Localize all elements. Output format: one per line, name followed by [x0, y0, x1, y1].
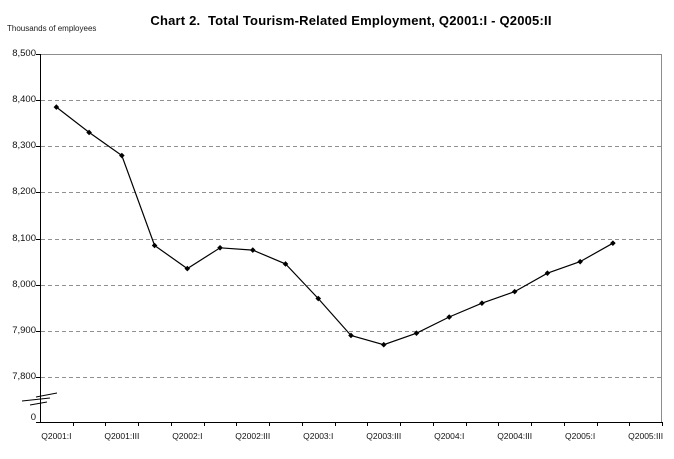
y-axis-tick-label: 8,000	[12, 279, 36, 290]
y-axis-tick-label: 8,400	[12, 94, 36, 105]
x-axis-tick-label: Q2002:III	[235, 431, 271, 441]
y-axis-tick-label: 7,800	[12, 371, 36, 382]
x-axis-tick-label: Q2002:I	[172, 431, 203, 441]
y-axis-tick-label: 8,500	[12, 48, 36, 59]
y-axis-tick-label: 7,900	[12, 325, 36, 336]
y-axis-tick-label: 8,100	[12, 233, 36, 244]
x-axis-tick-label: Q2003:III	[366, 431, 402, 441]
plot-area	[40, 54, 662, 422]
x-axis-tick-label: Q2003:I	[303, 431, 334, 441]
x-axis-tick-label: Q2004:III	[497, 431, 533, 441]
chart-title: Chart 2. Total Tourism-Related Employmen…	[150, 13, 552, 28]
x-axis-tick-label: Q2001:III	[104, 431, 140, 441]
x-axis-tick-label: Q2004:I	[434, 431, 465, 441]
y-axis-tick-label: 8,300	[12, 140, 36, 151]
x-axis-tick-label: Q2005:III	[628, 431, 664, 441]
x-axis-tick-label: Q2005:I	[565, 431, 596, 441]
x-axis-tick-label: Q2001:I	[41, 431, 72, 441]
y-axis-zero-label: 0	[30, 412, 36, 423]
y-axis-tick-label: 8,200	[12, 186, 36, 197]
y-axis-unit-label: Thousands of employees	[7, 24, 97, 33]
